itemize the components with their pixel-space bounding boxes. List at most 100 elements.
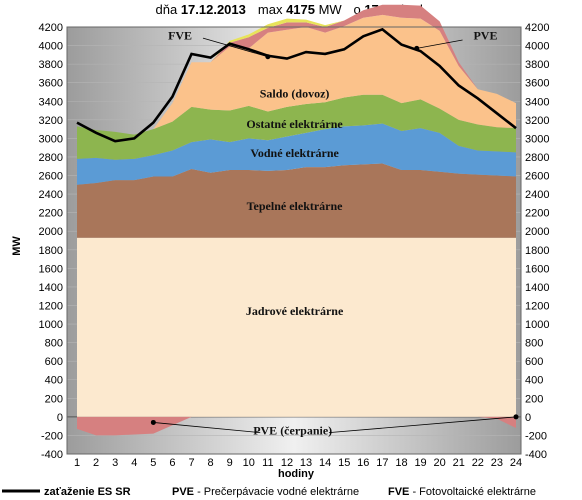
- y-tick-label-left: 2400: [39, 189, 63, 201]
- y-tick-label-right: 3400: [525, 96, 549, 108]
- x-tick-label: 14: [319, 457, 331, 469]
- y-tick-label-right: 2800: [525, 152, 549, 164]
- y-tick-label-left: 1600: [39, 263, 63, 275]
- x-tick-label: 1: [74, 457, 80, 469]
- x-tick-label: 9: [227, 457, 233, 469]
- y-tick-label-left: 2800: [39, 152, 63, 164]
- label-pve-cerpanie: PVE (čerpanie): [253, 424, 332, 438]
- leader-cerpanie-left: [153, 422, 261, 434]
- annotations: Saldo (dovoz) Ostatné elektrárne Vodné ele…: [150, 29, 519, 438]
- label-jadrove: Jadrové elektrárne: [246, 304, 344, 318]
- y-tick-label-right: 2600: [525, 171, 549, 183]
- x-tick-label: 11: [262, 457, 273, 469]
- x-tick-label: 7: [188, 457, 194, 469]
- y-tick-label-right: 3800: [525, 59, 549, 71]
- y-tick-label-left: 800: [45, 338, 63, 350]
- area-ostatn-elektr-rne: [77, 94, 516, 160]
- label-saldo: Saldo (dovoz): [260, 87, 330, 101]
- axes: -400 -400 -200 -200 0 0 200 200 400 400 600 600 800 8…: [39, 22, 550, 469]
- y-tick-label-right: 1200: [525, 300, 549, 312]
- area-tepeln-elektr-rne: [77, 163, 516, 238]
- y-tick-label-right: 2200: [525, 208, 549, 220]
- y-tick-label-left: 1200: [39, 300, 63, 312]
- leader-pve: [416, 39, 463, 49]
- y-tick-label-left: 4200: [39, 22, 63, 34]
- y-tick-label-left: 200: [45, 393, 63, 405]
- y-tick-label-left: 2600: [39, 171, 63, 183]
- leader-fve: [202, 37, 268, 58]
- y-tick-label-right: 2400: [525, 189, 549, 201]
- x-tick-label: 16: [357, 457, 369, 469]
- label-ostatne: Ostatné elektrárne: [246, 117, 343, 131]
- legend: zaťaženie ES SR PVE - Prečerpávacie vodn…: [2, 486, 536, 498]
- plot-border: [66, 26, 522, 455]
- y-tick-label-left: 3800: [39, 59, 63, 71]
- marker-cerpanie-left: [150, 419, 156, 425]
- x-tick-label: 6: [169, 457, 175, 469]
- y-tick-label-right: 1400: [525, 282, 549, 294]
- y-tick-label-right: -400: [525, 449, 547, 461]
- x-tick-label: 15: [338, 457, 350, 469]
- area-pve-cerpanie: [77, 416, 516, 436]
- y-tick-label-left: 2000: [39, 226, 63, 238]
- y-tick-label-right: 200: [525, 393, 543, 405]
- y-tick-label-right: 600: [525, 356, 543, 368]
- y-tick-label-right: 4200: [525, 22, 549, 34]
- y-tick-label-left: 1800: [39, 245, 63, 257]
- y-tick-label-right: 2000: [525, 226, 549, 238]
- x-tick-label: 22: [472, 457, 484, 469]
- leader-cerpanie-right: [328, 416, 517, 434]
- y-tick-label-left: 3200: [39, 115, 63, 127]
- x-tick-label: 13: [300, 457, 312, 469]
- y-tick-label-right: 1800: [525, 245, 549, 257]
- y-tick-label-left: -400: [41, 449, 63, 461]
- x-tick-label: 12: [281, 457, 293, 469]
- x-tick-label: 10: [243, 457, 255, 469]
- y-tick-label-left: 3400: [39, 96, 63, 108]
- x-tick-label: 17: [376, 457, 388, 469]
- label-fve: FVE: [168, 29, 192, 43]
- y-tick-label-right: 800: [525, 338, 543, 350]
- y-tick-label-left: -200: [41, 430, 63, 442]
- y-tick-label-right: 1600: [525, 263, 549, 275]
- y-tick-label-right: 400: [525, 375, 543, 387]
- y-tick-label-left: 600: [45, 356, 63, 368]
- area-jadrov-elektr-rne: [77, 237, 516, 417]
- x-tick-label: 4: [131, 457, 137, 469]
- y-tick-label-left: 1000: [39, 319, 63, 331]
- area-saldo-dovoz-: [77, 14, 516, 135]
- y-tick-label-right: 3200: [525, 115, 549, 127]
- y-tick-label-right: 4000: [525, 41, 549, 53]
- label-vodne: Vodné elektrárne: [250, 146, 339, 160]
- x-axis-label: hodiny: [278, 468, 315, 480]
- x-tick-label: 21: [453, 457, 465, 469]
- x-tick-label: 24: [510, 457, 522, 469]
- x-tick-label: 18: [395, 457, 407, 469]
- y-tick-label-right: -200: [525, 430, 547, 442]
- y-tick-label-left: 0: [57, 412, 63, 424]
- marker-fve: [265, 54, 271, 60]
- label-tepelne: Tepelné elektrárne: [247, 199, 344, 213]
- legend-fve: FVE - Fotovoltaické elektrárne: [388, 486, 536, 498]
- y-tick-label-right: 0: [525, 412, 531, 424]
- y-tick-label-right: 3000: [525, 133, 549, 145]
- x-tick-label: 20: [434, 457, 446, 469]
- x-tick-label: 2: [93, 457, 99, 469]
- y-tick-label-right: 3600: [525, 78, 549, 90]
- stacked-areas: [77, 4, 516, 436]
- label-pve: PVE: [473, 29, 497, 43]
- x-tick-label: 3: [112, 457, 118, 469]
- y-tick-label-left: 4000: [39, 41, 63, 53]
- y-tick-label-right: 1000: [525, 319, 549, 331]
- x-tick-label: 23: [491, 457, 503, 469]
- y-tick-label-left: 3000: [39, 133, 63, 145]
- marker-cerpanie-right: [513, 414, 519, 420]
- load-line: [76, 27, 517, 143]
- x-tick-label: 8: [208, 457, 214, 469]
- load-line-layer: [76, 27, 517, 143]
- legend-load-label: zaťaženie ES SR: [44, 486, 131, 498]
- y-tick-label-left: 1400: [39, 282, 63, 294]
- x-tick-label: 5: [150, 457, 156, 469]
- y-tick-label-left: 400: [45, 375, 63, 387]
